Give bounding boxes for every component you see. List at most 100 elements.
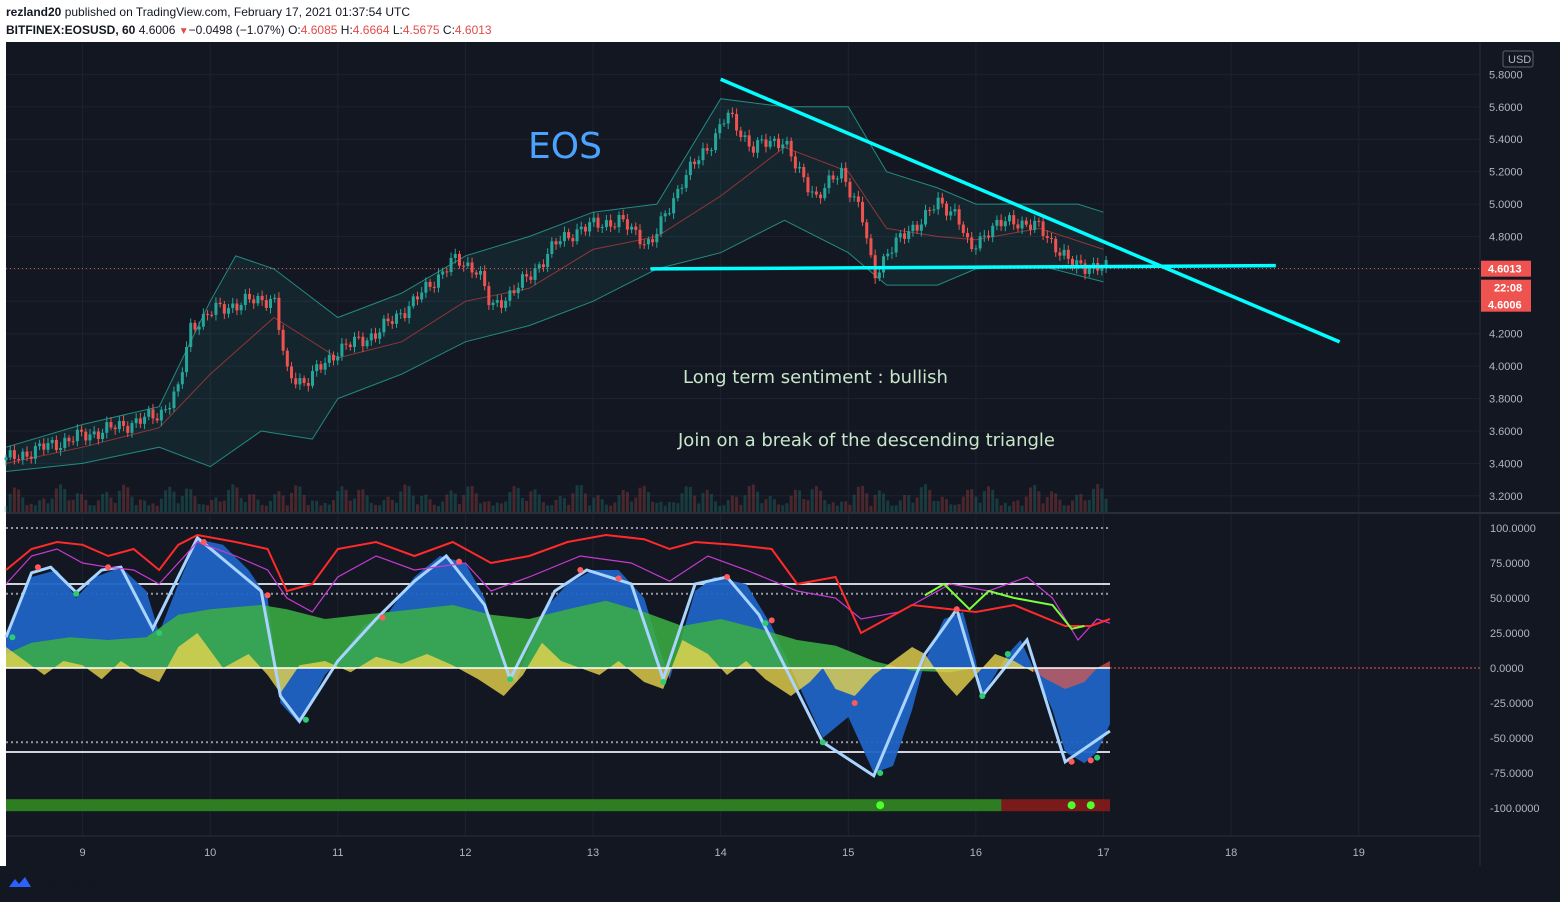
down-arrow-icon: ▼ xyxy=(178,26,189,37)
volume-bar xyxy=(445,494,449,512)
candle-body xyxy=(1079,260,1083,264)
volume-bar xyxy=(436,505,440,512)
volume-bar xyxy=(222,500,226,512)
volume-bar xyxy=(806,500,810,512)
price-scale-background xyxy=(1480,42,1560,866)
candle-body xyxy=(957,209,961,225)
candle-body xyxy=(1028,224,1032,230)
volume-bar xyxy=(730,495,734,512)
volume-bar xyxy=(457,504,461,512)
osc-tick-label: 25.0000 xyxy=(1490,628,1530,640)
volume-bar xyxy=(92,505,96,512)
candle-body xyxy=(588,222,592,232)
volume-bar xyxy=(159,498,163,512)
candle-body xyxy=(1087,268,1091,274)
time-tick-label: 18 xyxy=(1225,847,1237,859)
candle-body xyxy=(630,226,634,230)
volume-bar xyxy=(302,494,306,512)
time-tick-label: 11 xyxy=(332,847,343,859)
volume-bar xyxy=(625,491,629,512)
candle-body xyxy=(352,336,356,347)
candle-body xyxy=(974,248,978,250)
volume-bar xyxy=(726,500,730,512)
candle-body xyxy=(966,232,970,238)
volume-bar xyxy=(596,495,600,512)
volume-bar xyxy=(688,486,692,512)
volume-bar xyxy=(865,493,869,512)
volume-bar xyxy=(403,484,407,512)
volume-bar xyxy=(1041,503,1045,512)
volume-bar xyxy=(642,485,646,512)
candle-body xyxy=(655,233,659,243)
bollinger-basis xyxy=(5,146,1104,464)
volume-bar xyxy=(533,489,537,512)
volume-bar xyxy=(621,490,625,512)
candle-body xyxy=(210,314,214,316)
candle-body xyxy=(840,167,844,179)
volume-bar xyxy=(1016,500,1020,512)
volume-bar xyxy=(785,503,789,512)
volume-bar xyxy=(663,505,667,512)
volume-bar xyxy=(974,496,978,512)
candle-body xyxy=(466,262,470,267)
time-tick-label: 9 xyxy=(80,847,86,859)
volume-bar xyxy=(151,503,155,512)
candle-body xyxy=(281,329,285,351)
candle-body xyxy=(8,450,12,458)
volume-bar xyxy=(1012,501,1016,512)
candle-body xyxy=(151,409,155,419)
candle-body xyxy=(143,416,147,424)
signal-dot-red xyxy=(1068,758,1075,765)
candle-body xyxy=(273,297,277,299)
volume-bar xyxy=(420,495,424,512)
volume-bar xyxy=(907,495,911,512)
candle-body xyxy=(903,233,907,239)
candle-body xyxy=(487,286,491,306)
candle-body xyxy=(75,429,79,442)
signal-dot-green xyxy=(979,693,986,699)
candle-body xyxy=(248,293,252,300)
oscillator-pane xyxy=(4,527,1480,812)
volume-bar xyxy=(361,489,365,512)
candle-body xyxy=(907,231,911,239)
candle-body xyxy=(46,443,50,450)
volume-bar xyxy=(819,490,823,512)
candle-body xyxy=(735,113,739,131)
volume-bar xyxy=(882,493,886,512)
symbol-label[interactable]: BITFINEX:EOSUSD, 60 xyxy=(6,23,136,37)
candle-body xyxy=(1100,268,1104,271)
candle-body xyxy=(84,431,88,441)
candle-body xyxy=(239,305,243,311)
footer-brand[interactable]: TradingView xyxy=(36,875,103,889)
price-pane: EOS Long term sentiment : bullish Join on … xyxy=(4,77,1480,512)
candle-body xyxy=(1041,221,1045,236)
time-tick-label: 16 xyxy=(970,847,982,859)
volume-bar xyxy=(999,505,1003,512)
candle-body xyxy=(915,224,919,231)
candle-body xyxy=(541,264,545,268)
candle-body xyxy=(1024,220,1028,225)
author-name[interactable]: rezland20 xyxy=(6,5,62,19)
volume-bar xyxy=(327,504,331,512)
bollinger-upper xyxy=(5,98,1104,448)
signal-dot-green xyxy=(302,716,309,723)
candle-body xyxy=(844,167,848,182)
currency-label: USD xyxy=(1508,54,1531,66)
candle-body xyxy=(890,252,894,254)
volume-bar xyxy=(898,500,902,512)
volume-bar xyxy=(46,503,50,512)
bollinger-lower xyxy=(5,219,1104,472)
candle-body xyxy=(697,160,701,165)
candle-body xyxy=(516,287,520,294)
volume-bar xyxy=(764,499,768,512)
yellow-area xyxy=(6,633,1034,696)
volume-bar xyxy=(348,500,352,512)
candle-body xyxy=(949,211,953,216)
volume-bar xyxy=(756,491,760,512)
signal-dot-red xyxy=(577,567,584,573)
volume-bar xyxy=(932,500,936,512)
volume-bar xyxy=(407,486,411,512)
candle-body xyxy=(1070,258,1074,268)
volume-bar xyxy=(399,491,403,512)
